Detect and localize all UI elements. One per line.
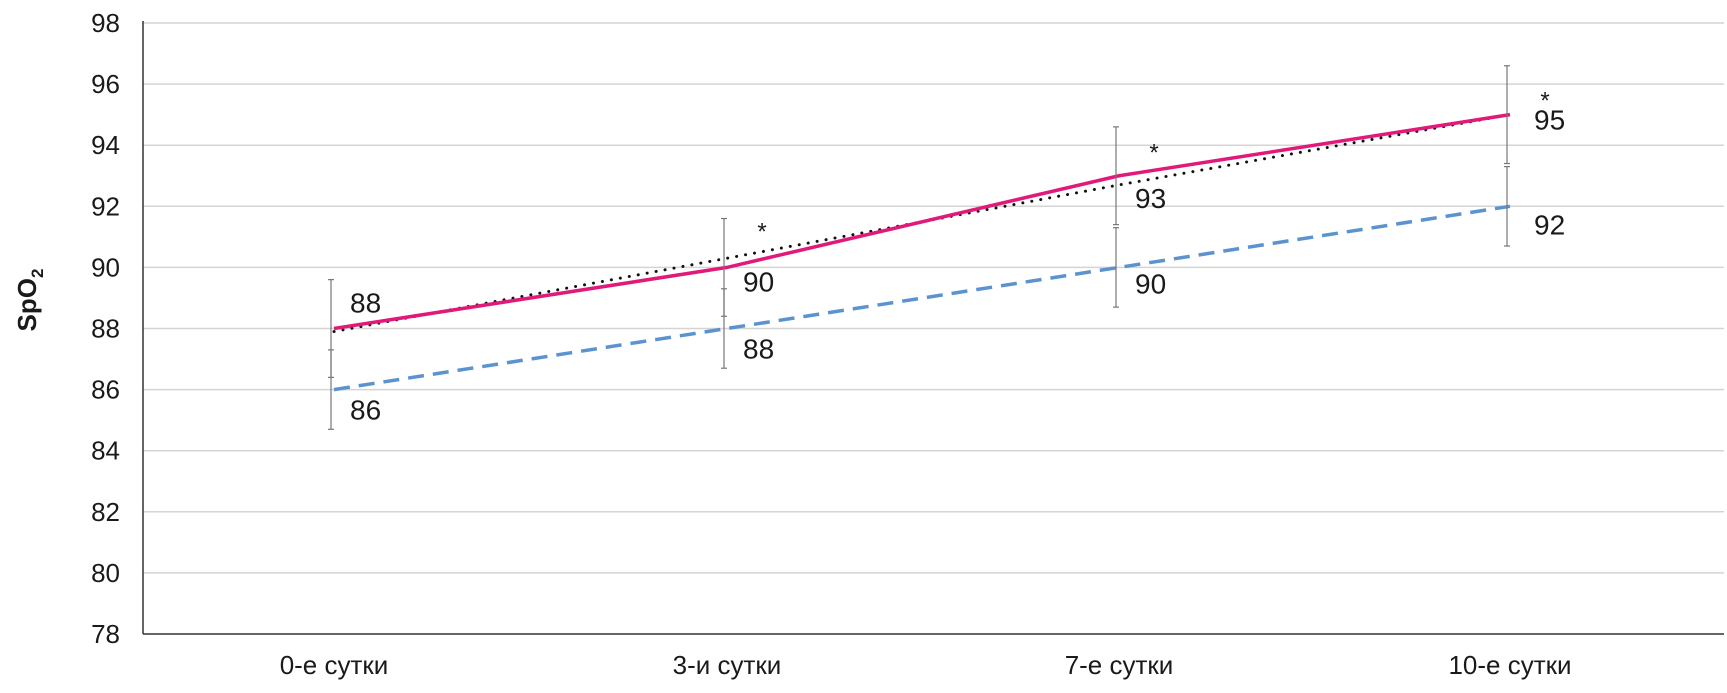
data-label: 92 <box>1534 209 1565 240</box>
x-tick-label: 10-е сутки <box>1448 650 1571 680</box>
x-tick-label: 0-е сутки <box>280 650 389 680</box>
axes <box>142 21 1724 635</box>
y-tick-label: 90 <box>91 252 120 282</box>
y-axis-label: SpO2 <box>12 269 47 332</box>
gridlines <box>143 22 1724 574</box>
data-label: 88 <box>350 288 381 319</box>
data-labels: 88 90 93 95 86 88 90 92 * * * <box>350 87 1565 425</box>
significance-marker: * <box>1149 139 1158 166</box>
y-tick-label: 92 <box>91 191 120 221</box>
y-tick-label: 96 <box>91 69 120 99</box>
data-label: 90 <box>1135 268 1166 299</box>
data-label: 90 <box>743 266 774 297</box>
y-tick-label: 88 <box>91 314 120 344</box>
series-line-dashed <box>333 204 1511 392</box>
y-axis-label-main: SpO <box>12 278 42 331</box>
y-tick-label: 78 <box>91 619 120 649</box>
data-label: 95 <box>1534 105 1565 136</box>
y-tick-label: 80 <box>91 558 120 588</box>
y-axis-label-subscript: 2 <box>28 269 47 278</box>
data-label: 88 <box>743 334 774 365</box>
error-bars <box>328 65 1510 430</box>
data-label: 86 <box>350 395 381 426</box>
series-line-solid <box>333 112 1511 331</box>
x-tick-label: 7-е сутки <box>1065 650 1174 680</box>
series-lines <box>332 112 1512 392</box>
y-tick-label: 86 <box>91 375 120 405</box>
x-tick-label: 3-и сутки <box>673 650 782 680</box>
y-tick-label: 82 <box>91 497 120 527</box>
y-tick-label: 94 <box>91 130 120 160</box>
y-tick-label: 84 <box>91 436 120 466</box>
significance-marker: * <box>757 219 766 246</box>
data-label: 93 <box>1135 183 1166 214</box>
y-tick-label: 98 <box>91 8 120 38</box>
significance-marker: * <box>1540 87 1549 114</box>
tick-labels: 78 80 82 84 86 88 90 92 94 96 98 0-е сутки 3-и сутки… <box>91 8 1571 680</box>
